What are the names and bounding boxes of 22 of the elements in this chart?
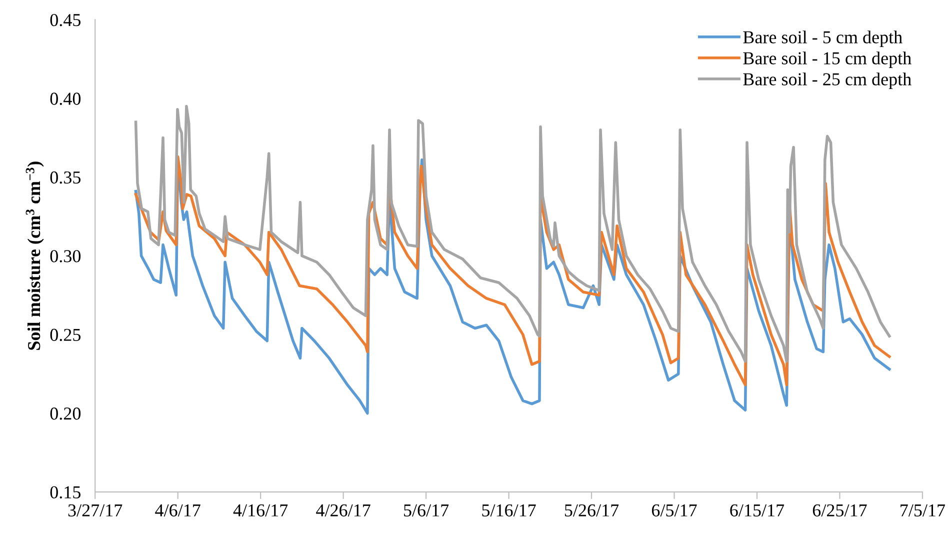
x-tick-label: 3/27/17 (68, 504, 122, 516)
x-tick-label: 6/25/17 (812, 504, 867, 516)
x-tick-label: 5/26/17 (564, 504, 619, 516)
x-tick-label: 4/26/17 (316, 504, 370, 516)
y-tick-label: 0.30 (50, 250, 81, 262)
x-tick-label: 4/6/17 (155, 504, 200, 516)
y-tick-label: 0.25 (50, 328, 81, 342)
legend-label: Bare soil - 25 cm depth (743, 72, 912, 90)
legend-label: Bare soil - 15 cm depth (743, 52, 912, 68)
x-tick-label: 5/6/17 (404, 504, 449, 516)
x-tick-label: 7/5/17 (900, 504, 946, 516)
x-tick-label: 4/16/17 (233, 504, 288, 516)
y-tick-label: 0.15 (50, 486, 81, 498)
y-tick-label: 0.45 (50, 14, 81, 26)
y-tick-label: 0.35 (50, 171, 81, 184)
y-axis-title: Soil moisture (cm$^{3}$ cm$^{−3}$) (26, 162, 44, 350)
y-tick-label: 0.20 (50, 408, 81, 420)
y-tick-label: 0.40 (50, 92, 81, 105)
x-tick-label: 6/5/17 (652, 504, 697, 516)
x-tick-label: 5/16/17 (482, 504, 536, 516)
x-tick-label: 6/15/17 (730, 504, 784, 516)
legend-label: Bare soil - 5 cm depth (743, 30, 902, 48)
